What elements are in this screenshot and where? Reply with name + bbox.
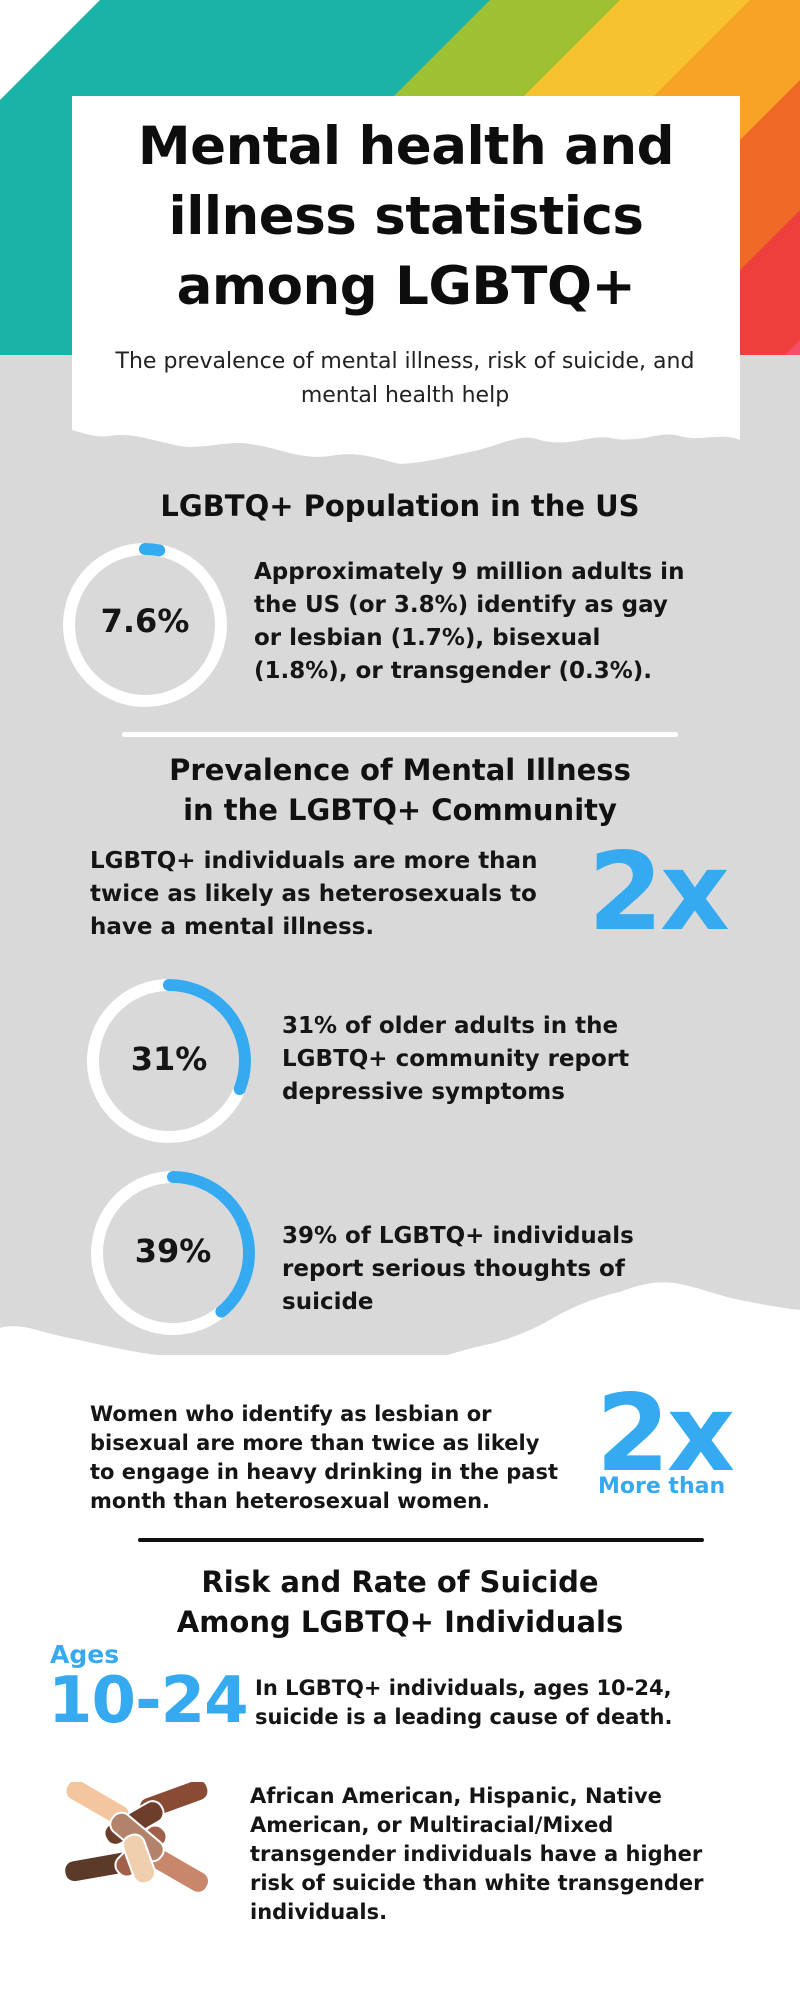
lower-white-shape [0, 1282, 800, 2000]
population-ring-arc [63, 543, 227, 707]
suicide-risk-heading: Risk and Rate of Suicide Among LGBTQ+ In… [176, 1565, 624, 1639]
ages-text: In LGBTQ+ individuals, ages 10-24, suici… [255, 1676, 673, 1729]
drinking-stat-caption: More than [598, 1474, 726, 1499]
race-text: African American, Hispanic, Native Ameri… [250, 1784, 704, 1924]
page-title: Mental health and illness statistics amo… [137, 116, 675, 317]
population-ring: 7.6% [60, 540, 230, 710]
suicide-thoughts-ring-arc [91, 1171, 255, 1335]
prevalence-heading: Prevalence of Mental Illness in the LGBT… [169, 753, 631, 827]
suicide-thoughts-ring: 39% [88, 1168, 258, 1338]
older-adults-ring: 31% [84, 976, 254, 1146]
ages-label: Ages [50, 1640, 120, 1669]
white-divider [122, 732, 678, 737]
older-adults-ring-arc [87, 979, 251, 1143]
prevalence-twice-stat: 2x [588, 830, 730, 955]
older-adults-description: 31% of older adults in the LGBTQ+ commun… [282, 1013, 630, 1105]
ages-range: 10-24 [48, 1664, 249, 1738]
stacked-hands-icon [58, 1778, 218, 1894]
population-ring-chart [63, 543, 227, 707]
suicide-thoughts-ring-chart [91, 1171, 255, 1335]
drinking-text: Women who identify as lesbian or bisexua… [90, 1402, 559, 1513]
title-card-shape [72, 96, 740, 464]
black-divider [138, 1538, 704, 1542]
suicide-thoughts-description: 39% of LGBTQ+ individuals report serious… [282, 1223, 634, 1315]
population-description: Approximately 9 million adults in the US… [254, 559, 685, 684]
older-adults-stat: 31% [130, 1040, 208, 1078]
population-heading: LGBTQ+ Population in the US [160, 489, 640, 523]
page-subtitle: The prevalence of mental illness, risk o… [115, 349, 695, 408]
population-stat: 7.6% [100, 602, 190, 640]
older-adults-ring-chart [87, 979, 251, 1143]
drinking-stat: 2x [596, 1372, 735, 1495]
prevalence-twice-text: LGBTQ+ individuals are more than twice a… [90, 848, 538, 940]
suicide-thoughts-stat: 39% [134, 1232, 212, 1270]
